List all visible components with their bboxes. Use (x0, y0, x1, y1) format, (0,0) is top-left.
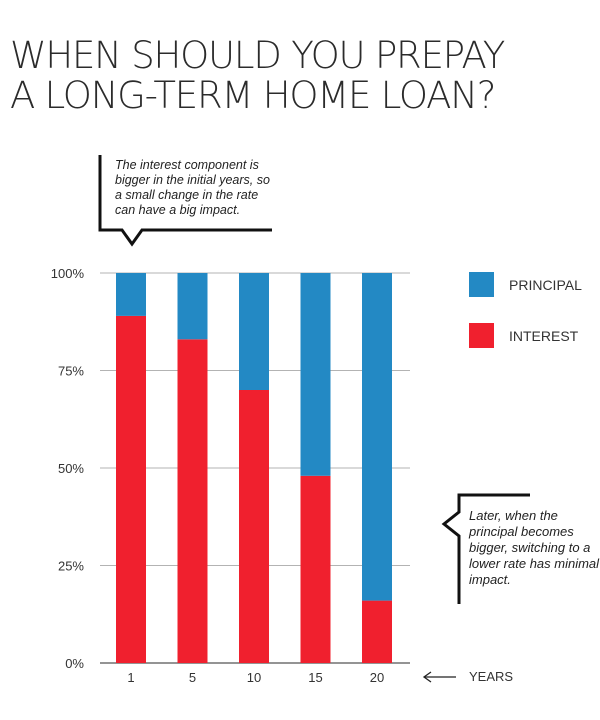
legend-item-principal: PRINCIPAL (469, 272, 582, 297)
y-tick-label: 50% (58, 461, 84, 476)
bar-interest-1 (116, 315, 146, 663)
callout-bottom-text: Later, when the principal becomes bigger… (469, 508, 600, 587)
y-tick-label: 0% (65, 656, 84, 671)
long-left-arrow-icon (422, 671, 456, 683)
title-line-2: A LONG-TERM HOME LOAN? (10, 74, 496, 117)
callout-bottom-bracket (441, 493, 530, 604)
bar-interest-5 (177, 339, 208, 663)
y-tick-label: 75% (58, 364, 84, 379)
bar-principal-5 (177, 273, 208, 340)
chart-title: WHEN SHOULD YOU PREPAY A LONG-TERM HOME … (10, 36, 590, 116)
legend-swatch-principal (469, 272, 494, 297)
x-tick-label: 1 (127, 670, 134, 685)
bar-interest-15 (300, 475, 331, 663)
x-tick-label: 10 (247, 670, 261, 685)
x-tick-label: 5 (189, 670, 196, 685)
legend-label-interest: INTEREST (509, 327, 579, 344)
y-tick-label: 100% (51, 266, 85, 281)
x-tick-label: 20 (370, 670, 384, 685)
legend-swatch-interest (469, 323, 494, 348)
title-line-1: WHEN SHOULD YOU PREPAY (10, 34, 505, 77)
x-tick-label: 15 (308, 670, 322, 685)
bar-principal-15 (300, 273, 331, 476)
y-tick-label: 25% (58, 559, 84, 574)
bar-principal-1 (116, 273, 146, 316)
bar-principal-10 (239, 273, 269, 390)
bar-interest-10 (239, 390, 269, 663)
bar-principal-20 (362, 273, 392, 601)
legend-item-interest: INTEREST (469, 323, 578, 348)
x-axis-label: YEARS (469, 669, 514, 684)
callout-top-bracket (98, 155, 272, 247)
callout-top-text: The interest component is bigger in the … (115, 158, 270, 217)
bar-interest-20 (362, 600, 392, 663)
legend-label-principal: PRINCIPAL (509, 276, 582, 293)
